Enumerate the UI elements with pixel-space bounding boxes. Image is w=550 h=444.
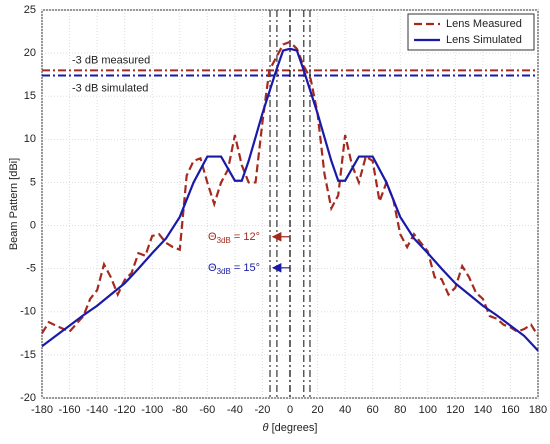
beamwidth-symbol: Θ [208,231,217,243]
beamwidth-symbol: Θ [208,262,217,274]
x-tick-label: -40 [227,404,243,416]
x-tick-label: 120 [446,404,464,416]
y-tick-label: 10 [24,133,36,145]
beamwidth-sub: 3dB [217,236,231,245]
x-axis-symbol: θ [263,422,269,434]
y-tick-label: -15 [20,349,36,361]
x-tick-label: -20 [254,404,270,416]
legend-box [407,13,535,51]
y-tick-label: 25 [24,4,36,16]
x-tick-label: -140 [86,404,108,416]
x-tick-label: 140 [474,404,492,416]
x-tick-label: 100 [419,404,437,416]
x-tick-label: -120 [114,404,136,416]
x-tick-label: 40 [339,404,351,416]
x-tick-label: -100 [141,404,163,416]
x-tick-label: 60 [367,404,379,416]
beamwidth-sub: 3dB [217,267,231,276]
y-tick-label: -10 [20,306,36,318]
series-line [41,40,539,337]
legend: Lens Measured Lens Simulated [407,13,535,51]
y-axis-label: Beam Pattern [dBi] [8,158,20,250]
y-tick-label: -20 [20,392,36,404]
y-tick-label: 5 [30,176,36,188]
x-tick-label: -80 [172,404,188,416]
x-tick-label: -60 [199,404,215,416]
x-tick-label: -160 [59,404,81,416]
x-tick-label: 160 [501,404,519,416]
x-axis-label: θ [degrees] [263,422,318,434]
y-tick-label: 0 [30,219,36,231]
x-tick-label: 80 [394,404,406,416]
x-tick-label: 0 [287,404,293,416]
beamwidth-text: = 15° [231,262,260,274]
beamwidth-label: Θ3dB = 12° [208,231,260,245]
y-tick-label: 20 [24,47,36,59]
legend-label: Lens Measured [446,18,522,30]
y-tick-label: -5 [26,263,36,275]
beamwidth-label: Θ3dB = 15° [208,262,260,276]
reference-label: -3 dB simulated [72,82,148,94]
legend-label: Lens Simulated [446,34,522,46]
beamwidth-text: = 12° [231,231,260,243]
x-tick-label: 180 [529,404,547,416]
x-tick-label: 20 [311,404,323,416]
x-axis-text: [degrees] [269,422,318,434]
reference-label: -3 dB measured [72,54,150,66]
plot-area [41,9,539,399]
y-tick-label: 15 [24,90,36,102]
x-tick-label: -180 [31,404,53,416]
series-line [41,47,539,352]
